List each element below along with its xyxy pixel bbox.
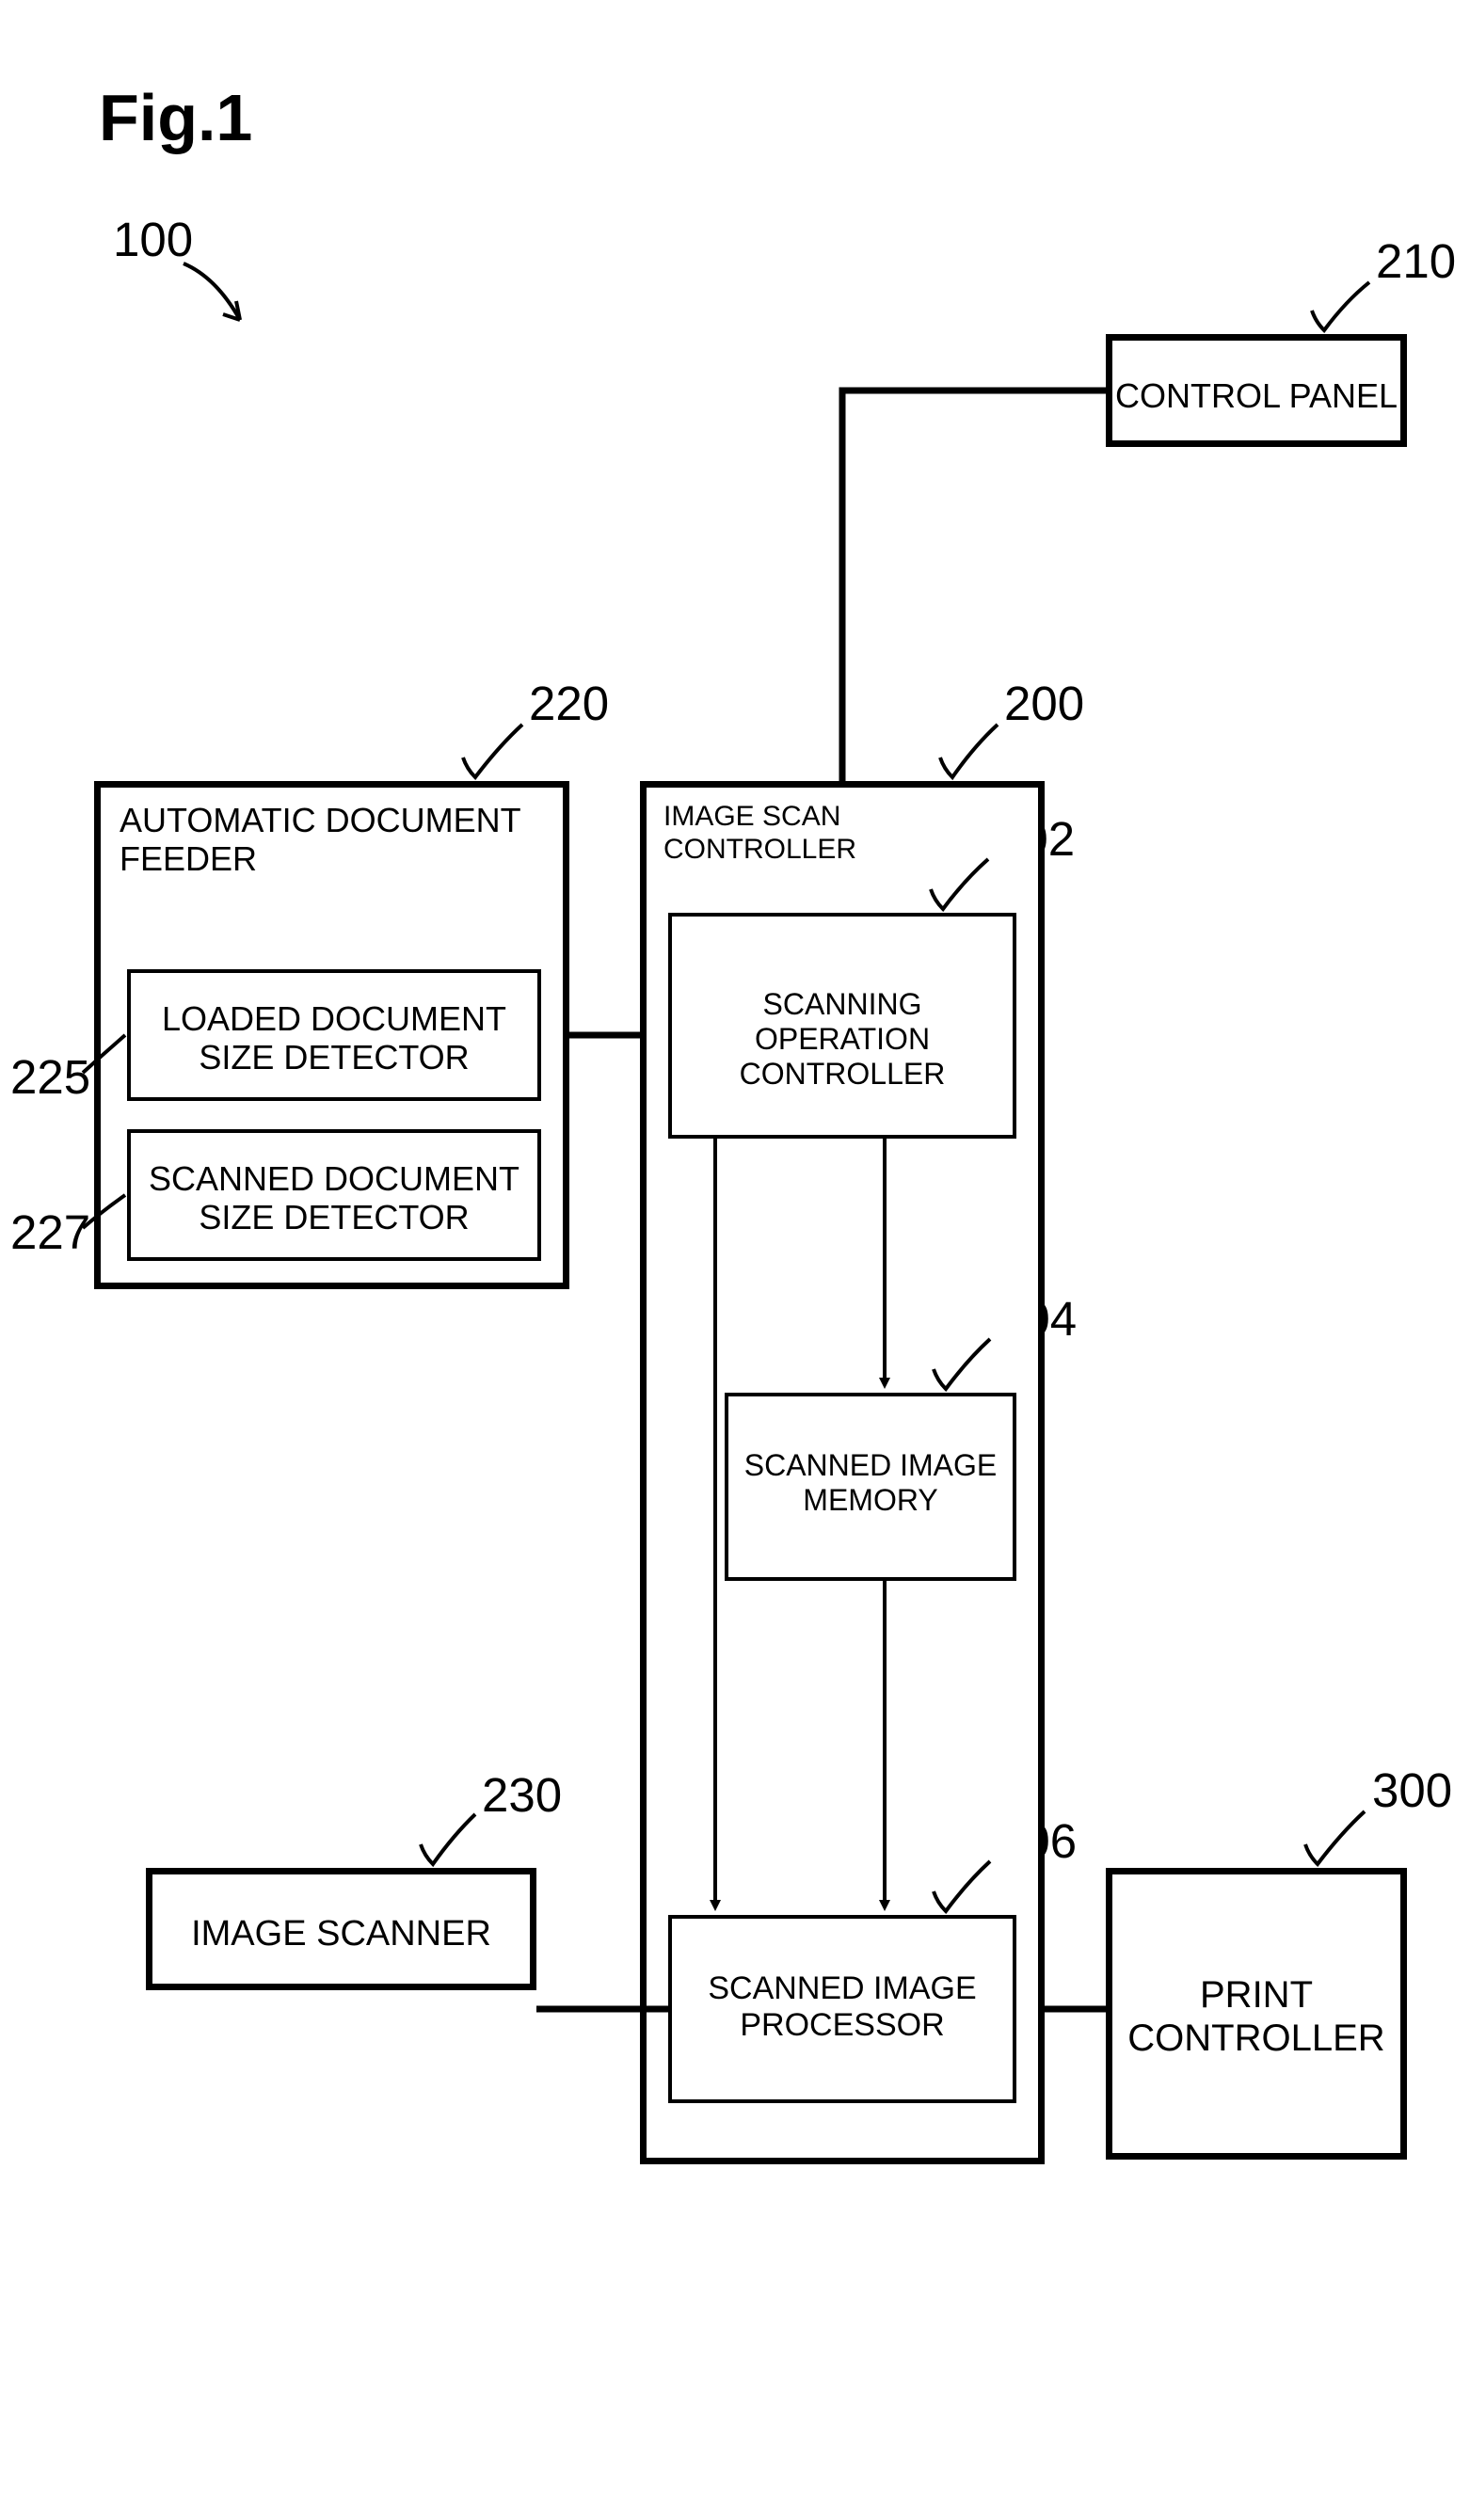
label-print-controller: PRINT CONTROLLER <box>1112 1973 1400 2060</box>
label-scanned-detector: SCANNED DOCUMENT SIZE DETECTOR <box>131 1159 537 1237</box>
ref-100: 100 <box>113 212 193 267</box>
diagram-canvas: Fig.1 100 210 300 220 225 227 230 200 20… <box>0 0 1470 2520</box>
label-image-scan-controller: IMAGE SCAN CONTROLLER <box>663 801 1040 866</box>
ref-230: 230 <box>482 1767 562 1823</box>
block-scan-img-processor: SCANNED IMAGE PROCESSOR <box>668 1915 1016 2103</box>
block-image-scanner: IMAGE SCANNER <box>146 1868 536 1990</box>
label-control-panel: CONTROL PANEL <box>1112 376 1400 415</box>
block-loaded-detector: LOADED DOCUMENT SIZE DETECTOR <box>127 969 541 1101</box>
ref-300: 300 <box>1372 1762 1452 1818</box>
block-scan-op-controller: SCANNING OPERATION CONTROLLER <box>668 913 1016 1139</box>
figure-title: Fig.1 <box>99 80 252 155</box>
block-control-panel: CONTROL PANEL <box>1106 334 1407 447</box>
block-scan-img-memory: SCANNED IMAGE MEMORY <box>725 1393 1016 1581</box>
label-scan-op-controller: SCANNING OPERATION CONTROLLER <box>672 987 1013 1091</box>
label-adf: AUTOMATIC DOCUMENT FEEDER <box>120 801 562 879</box>
label-scan-img-memory: SCANNED IMAGE MEMORY <box>728 1448 1013 1518</box>
ref-225: 225 <box>10 1049 90 1105</box>
block-scanned-detector: SCANNED DOCUMENT SIZE DETECTOR <box>127 1129 541 1261</box>
ref-227: 227 <box>10 1204 90 1260</box>
ref-210: 210 <box>1376 233 1456 289</box>
block-print-controller: PRINT CONTROLLER <box>1106 1868 1407 2160</box>
label-scan-img-processor: SCANNED IMAGE PROCESSOR <box>672 1970 1013 2044</box>
label-image-scanner: IMAGE SCANNER <box>152 1914 530 1955</box>
ref-200: 200 <box>1004 676 1084 731</box>
label-loaded-detector: LOADED DOCUMENT SIZE DETECTOR <box>131 999 537 1077</box>
ref-220: 220 <box>529 676 609 731</box>
